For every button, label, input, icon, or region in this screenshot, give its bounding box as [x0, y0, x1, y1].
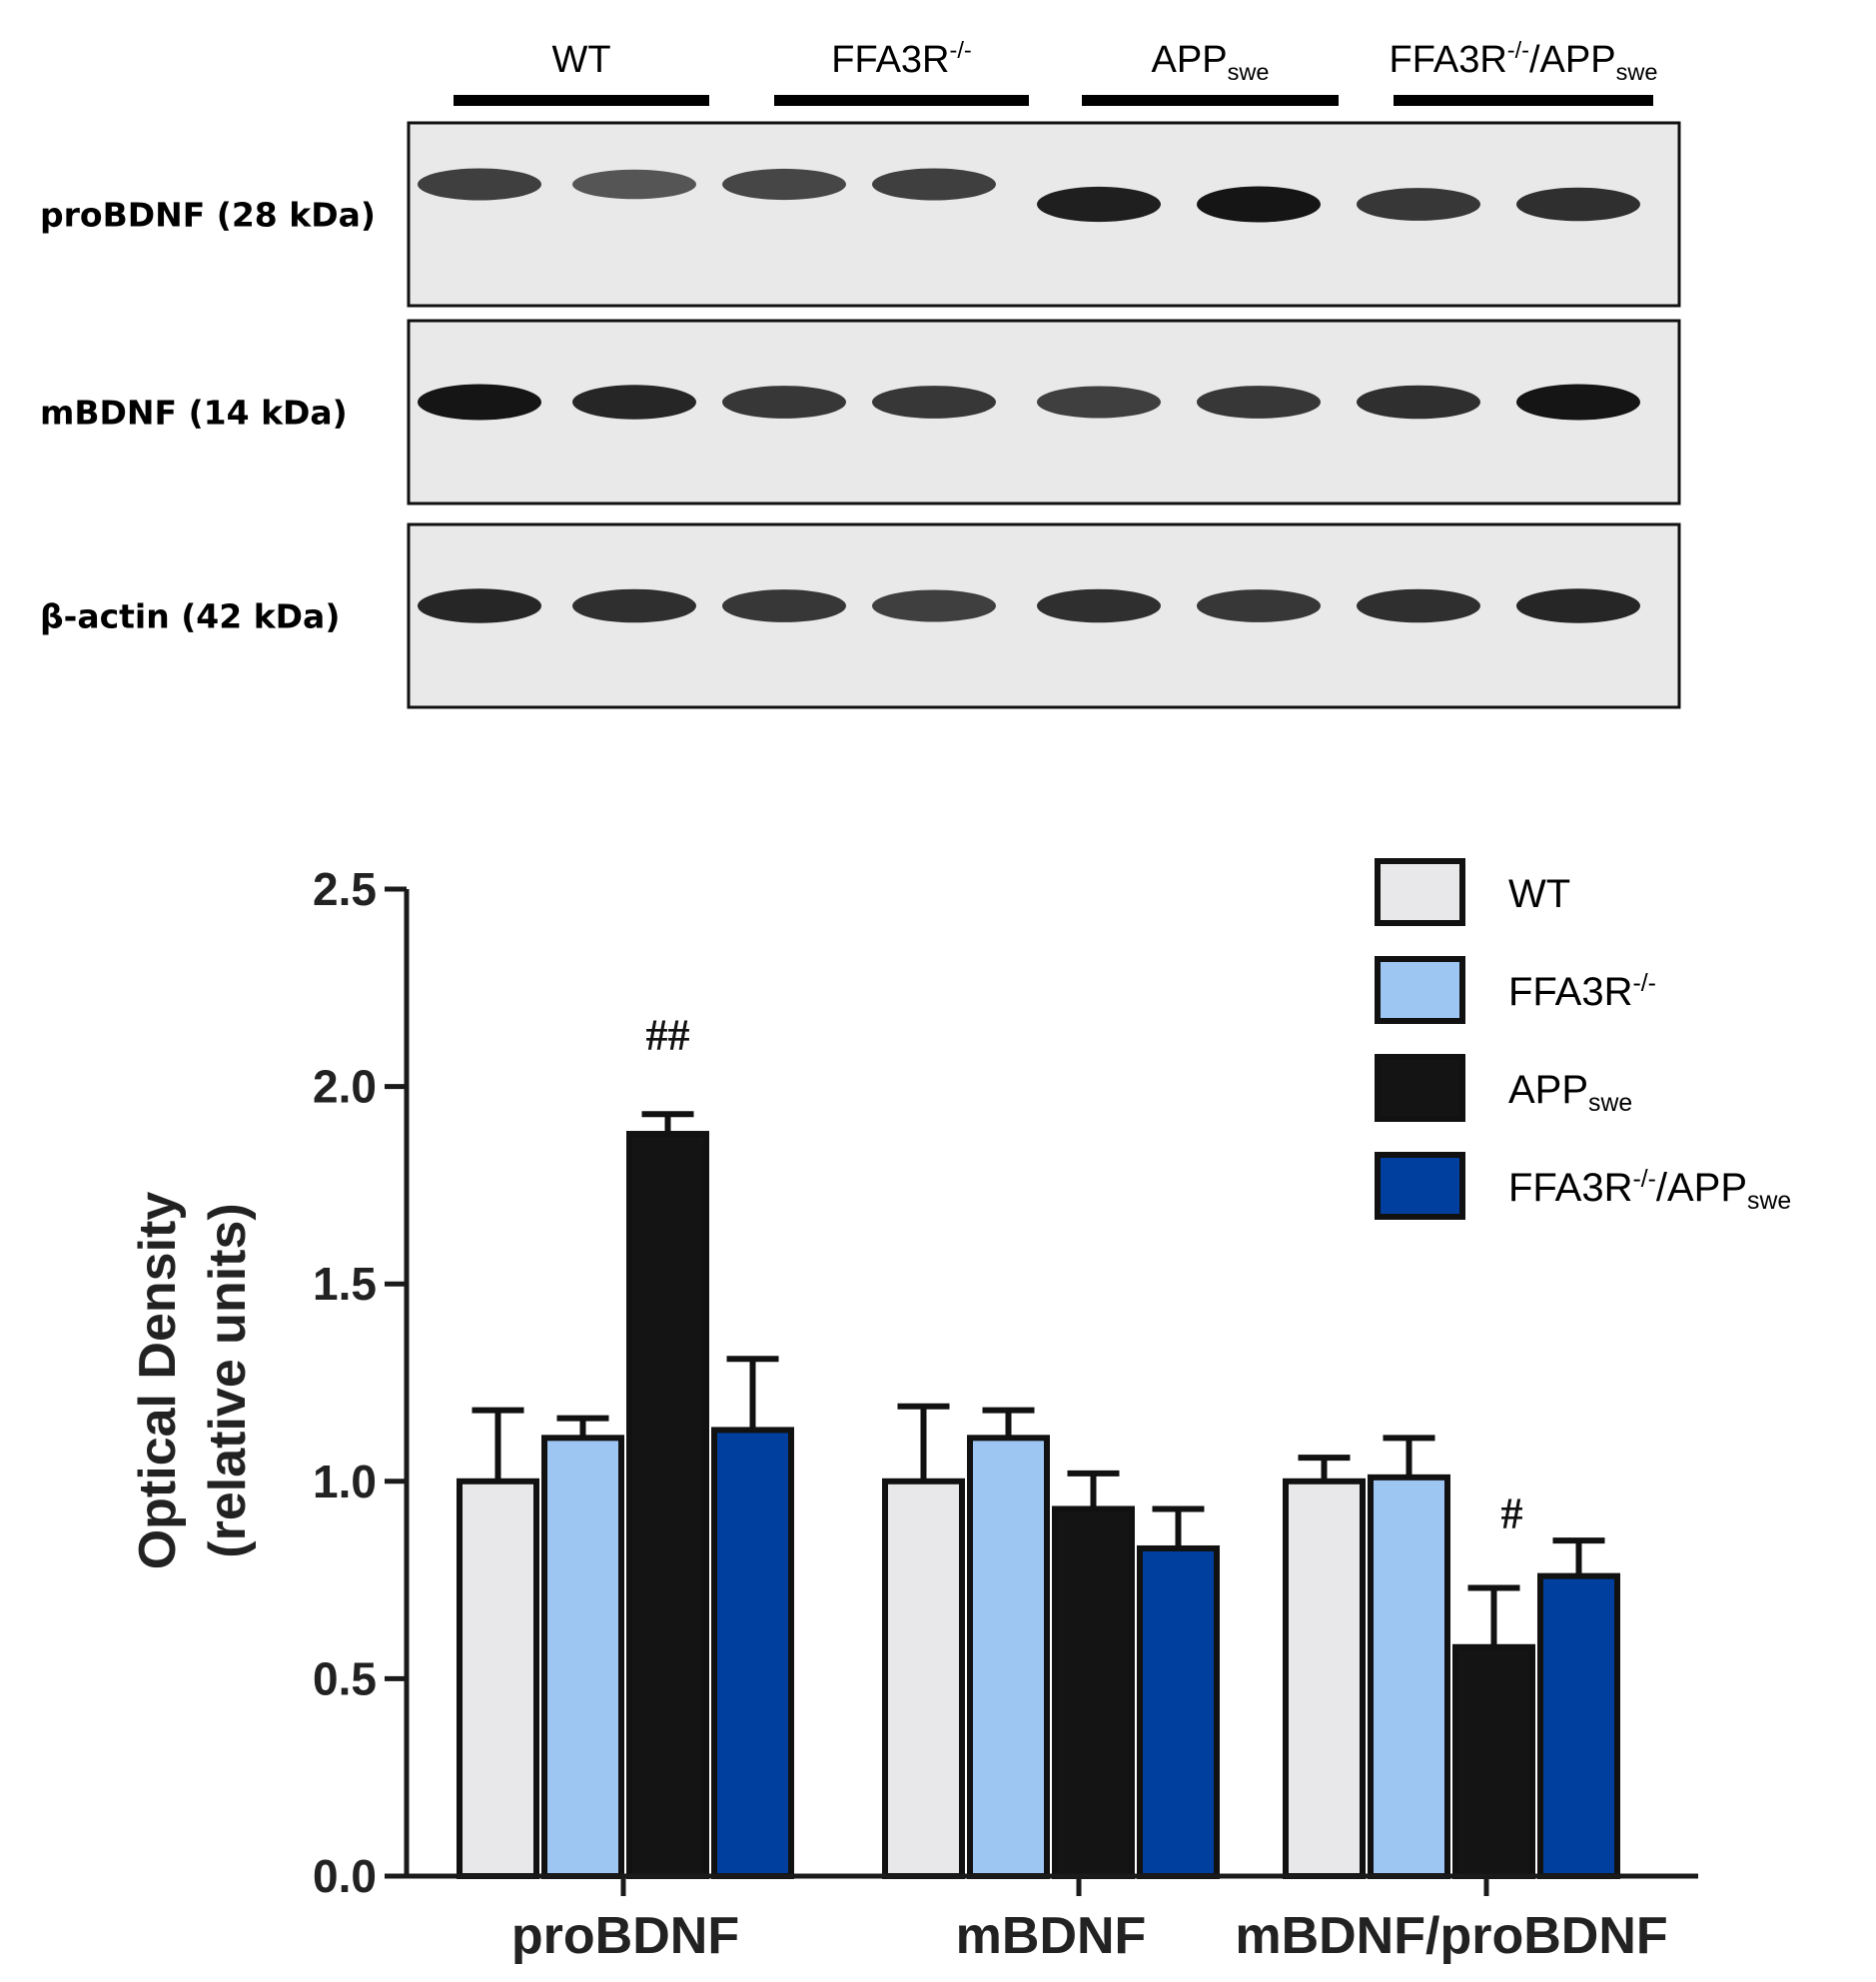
legend-swatch — [1375, 858, 1465, 926]
blot-panel — [407, 121, 1681, 308]
bar-1-2 — [1052, 1505, 1135, 1879]
bar-chart: 0.0 0.5 1.0 1.5 2.0 2.5 Optical Density (relati… — [129, 858, 1791, 1965]
bar-2-2 — [1452, 1643, 1535, 1880]
significance-mark: ## — [646, 1010, 690, 1059]
blot-band — [572, 385, 696, 420]
bar-1-1 — [967, 1435, 1050, 1879]
lane-bar — [1394, 95, 1653, 106]
lane-bar — [774, 95, 1029, 106]
bar-2-3 — [1537, 1572, 1620, 1879]
blot-band — [722, 386, 846, 419]
y-tick-label: 0.0 — [313, 1850, 377, 1902]
legend-label-1: FFA3R-/- — [1508, 970, 1656, 1014]
blot-band — [1516, 187, 1640, 222]
blot-band — [1357, 385, 1480, 420]
lane-label-2: APPswe — [1152, 39, 1270, 85]
y-tick-label: 1.5 — [313, 1258, 377, 1310]
legend-swatch — [1375, 1054, 1465, 1122]
y-axis-label-line2: (relative units) — [199, 1203, 257, 1557]
blot-band — [1197, 589, 1321, 622]
bar-0-2 — [626, 1131, 709, 1880]
y-tick-label: 0.5 — [313, 1652, 377, 1704]
lane-bar — [454, 95, 709, 106]
blot-band — [872, 589, 996, 622]
lane-bar — [1082, 95, 1339, 106]
blot-band — [872, 386, 996, 419]
bar-0-3 — [711, 1427, 794, 1879]
bar-2-1 — [1368, 1474, 1450, 1880]
lane-label-3: FFA3R-/-/APPswe — [1390, 37, 1658, 85]
blot-band — [418, 384, 541, 421]
bar-0-0 — [457, 1478, 539, 1880]
blot-row-label: β-actin (42 kDa) — [40, 597, 340, 636]
bar-2-0 — [1283, 1478, 1366, 1880]
blot-band — [722, 589, 846, 622]
blot-band — [722, 168, 846, 201]
blot-band — [872, 168, 996, 201]
legend-label-3: FFA3R-/-/APPswe — [1508, 1166, 1791, 1215]
blot-band — [572, 588, 696, 623]
category-label: proBDNF — [511, 1907, 739, 1965]
blot-band — [1197, 186, 1321, 223]
y-axis-label-line1: Optical Density — [129, 1192, 187, 1570]
category-label: mBDNF/proBDNF — [1235, 1907, 1667, 1965]
y-tick-label: 2.5 — [313, 863, 377, 915]
bar-0-1 — [541, 1435, 624, 1879]
blot-row-label: proBDNF (28 kDa) — [40, 196, 376, 235]
blot-band — [1037, 588, 1161, 623]
blot-band — [572, 169, 696, 200]
lane-label-0: WT — [551, 39, 610, 81]
significance-mark: # — [1501, 1489, 1523, 1538]
blot-band — [1516, 384, 1640, 421]
blot-band — [418, 588, 541, 623]
blot-band — [1516, 588, 1640, 623]
legend-label-0: WT — [1508, 872, 1570, 916]
category-label: mBDNF — [956, 1907, 1147, 1965]
bar-1-3 — [1137, 1544, 1220, 1879]
y-tick-label: 1.0 — [313, 1456, 377, 1507]
bar-1-0 — [882, 1478, 965, 1880]
blot-row-label: mBDNF (14 kDa) — [40, 394, 348, 433]
blot-band — [1037, 186, 1161, 223]
y-tick-label: 2.0 — [313, 1061, 377, 1113]
blot-band — [1357, 588, 1480, 623]
blot-band — [1037, 386, 1161, 419]
legend-swatch — [1375, 956, 1465, 1024]
legend-swatch — [1375, 1152, 1465, 1220]
western-blot: WT FFA3R-/- APPswe FFA3R-/-/APPswe proBDNF (… — [40, 37, 1681, 709]
lane-label-1: FFA3R-/- — [831, 37, 971, 81]
blot-band — [418, 168, 541, 201]
blot-band — [1197, 386, 1321, 419]
y-axis-label: Optical Density (relative units) — [129, 1192, 257, 1570]
legend-label-2: APPswe — [1508, 1068, 1632, 1117]
blot-band — [1357, 188, 1480, 221]
